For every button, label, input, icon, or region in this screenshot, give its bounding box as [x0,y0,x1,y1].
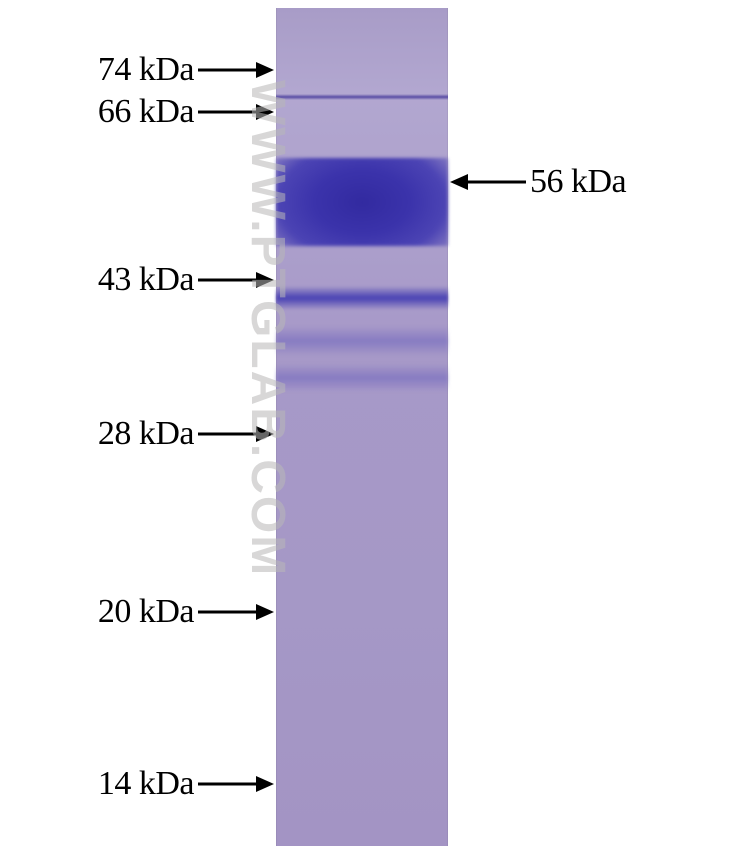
arrow-right-icon [198,604,274,620]
arrow-right-icon [198,776,274,792]
arrow-right-icon [198,426,274,442]
band-39 [276,326,448,356]
marker-left-row: 28 kDa [98,415,274,453]
gel-lane [276,8,448,846]
arrow-right-icon [198,272,274,288]
marker-label: 66 kDa [98,93,194,131]
marker-left-row: 66 kDa [98,93,274,131]
arrow-left-icon [450,174,526,190]
marker-right-row: 56 kDa [450,163,626,201]
marker-label: 14 kDa [98,765,194,803]
band-35 [276,364,448,392]
marker-label: 56 kDa [530,163,626,201]
marker-left-row: 43 kDa [98,261,274,299]
marker-left-row: 74 kDa [98,51,274,89]
band-74 [276,94,448,100]
band-43 [276,286,448,310]
marker-label: 20 kDa [98,593,194,631]
marker-left-row: 20 kDa [98,593,274,631]
band-56 [276,158,448,246]
gel-figure: 74 kDa 66 kDa 43 kDa 28 kDa 20 kDa 14 kDa 56 … [0,0,740,853]
marker-left-row: 14 kDa [98,765,274,803]
marker-label: 43 kDa [98,261,194,299]
arrow-right-icon [198,62,274,78]
marker-label: 28 kDa [98,415,194,453]
arrow-right-icon [198,104,274,120]
marker-label: 74 kDa [98,51,194,89]
